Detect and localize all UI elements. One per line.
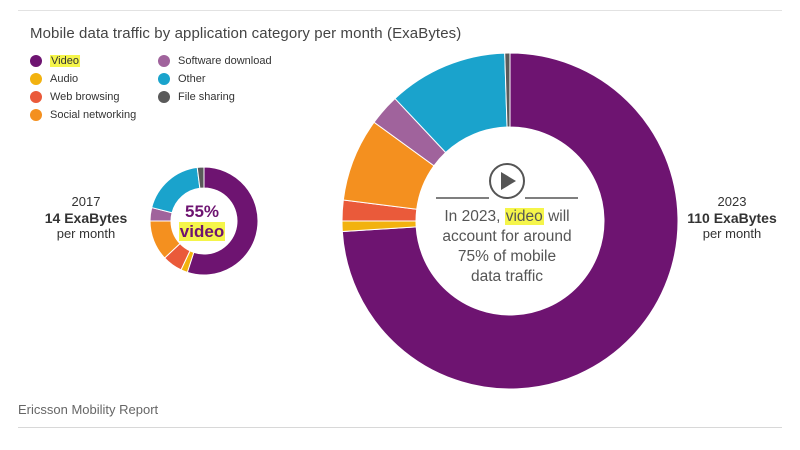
legend-swatch-other bbox=[158, 73, 170, 85]
center-2017: 55% video bbox=[170, 202, 234, 242]
legend-swatch-software-download bbox=[158, 55, 170, 67]
center-2023-line-1: account for around bbox=[442, 228, 572, 245]
center-2023-prefix: In 2023, bbox=[444, 208, 501, 225]
center-2023-line-3: data traffic bbox=[470, 268, 544, 285]
slice-2023-file-sharing bbox=[504, 52, 511, 128]
legend-swatch-social-networking bbox=[30, 109, 42, 121]
slice-2017-video bbox=[186, 166, 259, 276]
chart-title: Mobile data traffic by application categ… bbox=[30, 25, 462, 42]
legend-label-video: Video bbox=[50, 55, 80, 67]
year-2023-label: 2023 110 ExaBytes per month bbox=[676, 194, 788, 242]
total-2017: 14 ExaBytes bbox=[44, 210, 128, 226]
unit-2023: per month bbox=[702, 226, 762, 241]
bottom-divider bbox=[18, 427, 782, 428]
center-2023: In 2023, video will account for around 7… bbox=[422, 207, 592, 287]
year-2017: 2017 bbox=[71, 194, 101, 209]
year-2023: 2023 bbox=[717, 194, 747, 209]
legend-swatch-web-browsing bbox=[30, 91, 42, 103]
year-2017-label: 2017 14 ExaBytes per month bbox=[36, 194, 136, 242]
center-2023-highlight: video bbox=[504, 208, 544, 225]
center-2023-suffix: will bbox=[548, 208, 570, 225]
unit-2017: per month bbox=[56, 226, 116, 241]
center-2023-line-2: 75% of mobile bbox=[457, 248, 557, 265]
legend-label-other: Other bbox=[178, 73, 206, 85]
legend-swatch-audio bbox=[30, 73, 42, 85]
source-caption: Ericsson Mobility Report bbox=[18, 402, 159, 417]
donut-2023 bbox=[341, 52, 679, 390]
center-2017-label: video bbox=[178, 222, 226, 241]
slice-2017-file-sharing bbox=[196, 166, 205, 189]
legend-label-audio: Audio bbox=[50, 73, 79, 85]
center-2017-percent: 55% bbox=[184, 202, 220, 221]
play-icon[interactable] bbox=[489, 163, 525, 199]
slice-2023-video bbox=[341, 52, 679, 390]
donut-2017 bbox=[149, 166, 259, 276]
legend-swatch-file-sharing bbox=[158, 91, 170, 103]
legend-swatch-video bbox=[30, 55, 42, 67]
top-divider bbox=[18, 10, 782, 11]
legend-label-web-browsing: Web browsing bbox=[50, 91, 120, 103]
legend-label-social-networking: Social networking bbox=[50, 109, 137, 121]
play-button[interactable] bbox=[436, 163, 578, 199]
legend-label-file-sharing: File sharing bbox=[178, 91, 235, 103]
total-2023: 110 ExaBytes bbox=[687, 210, 777, 226]
play-triangle-icon bbox=[501, 172, 516, 190]
legend-label-software-download: Software download bbox=[178, 55, 272, 67]
